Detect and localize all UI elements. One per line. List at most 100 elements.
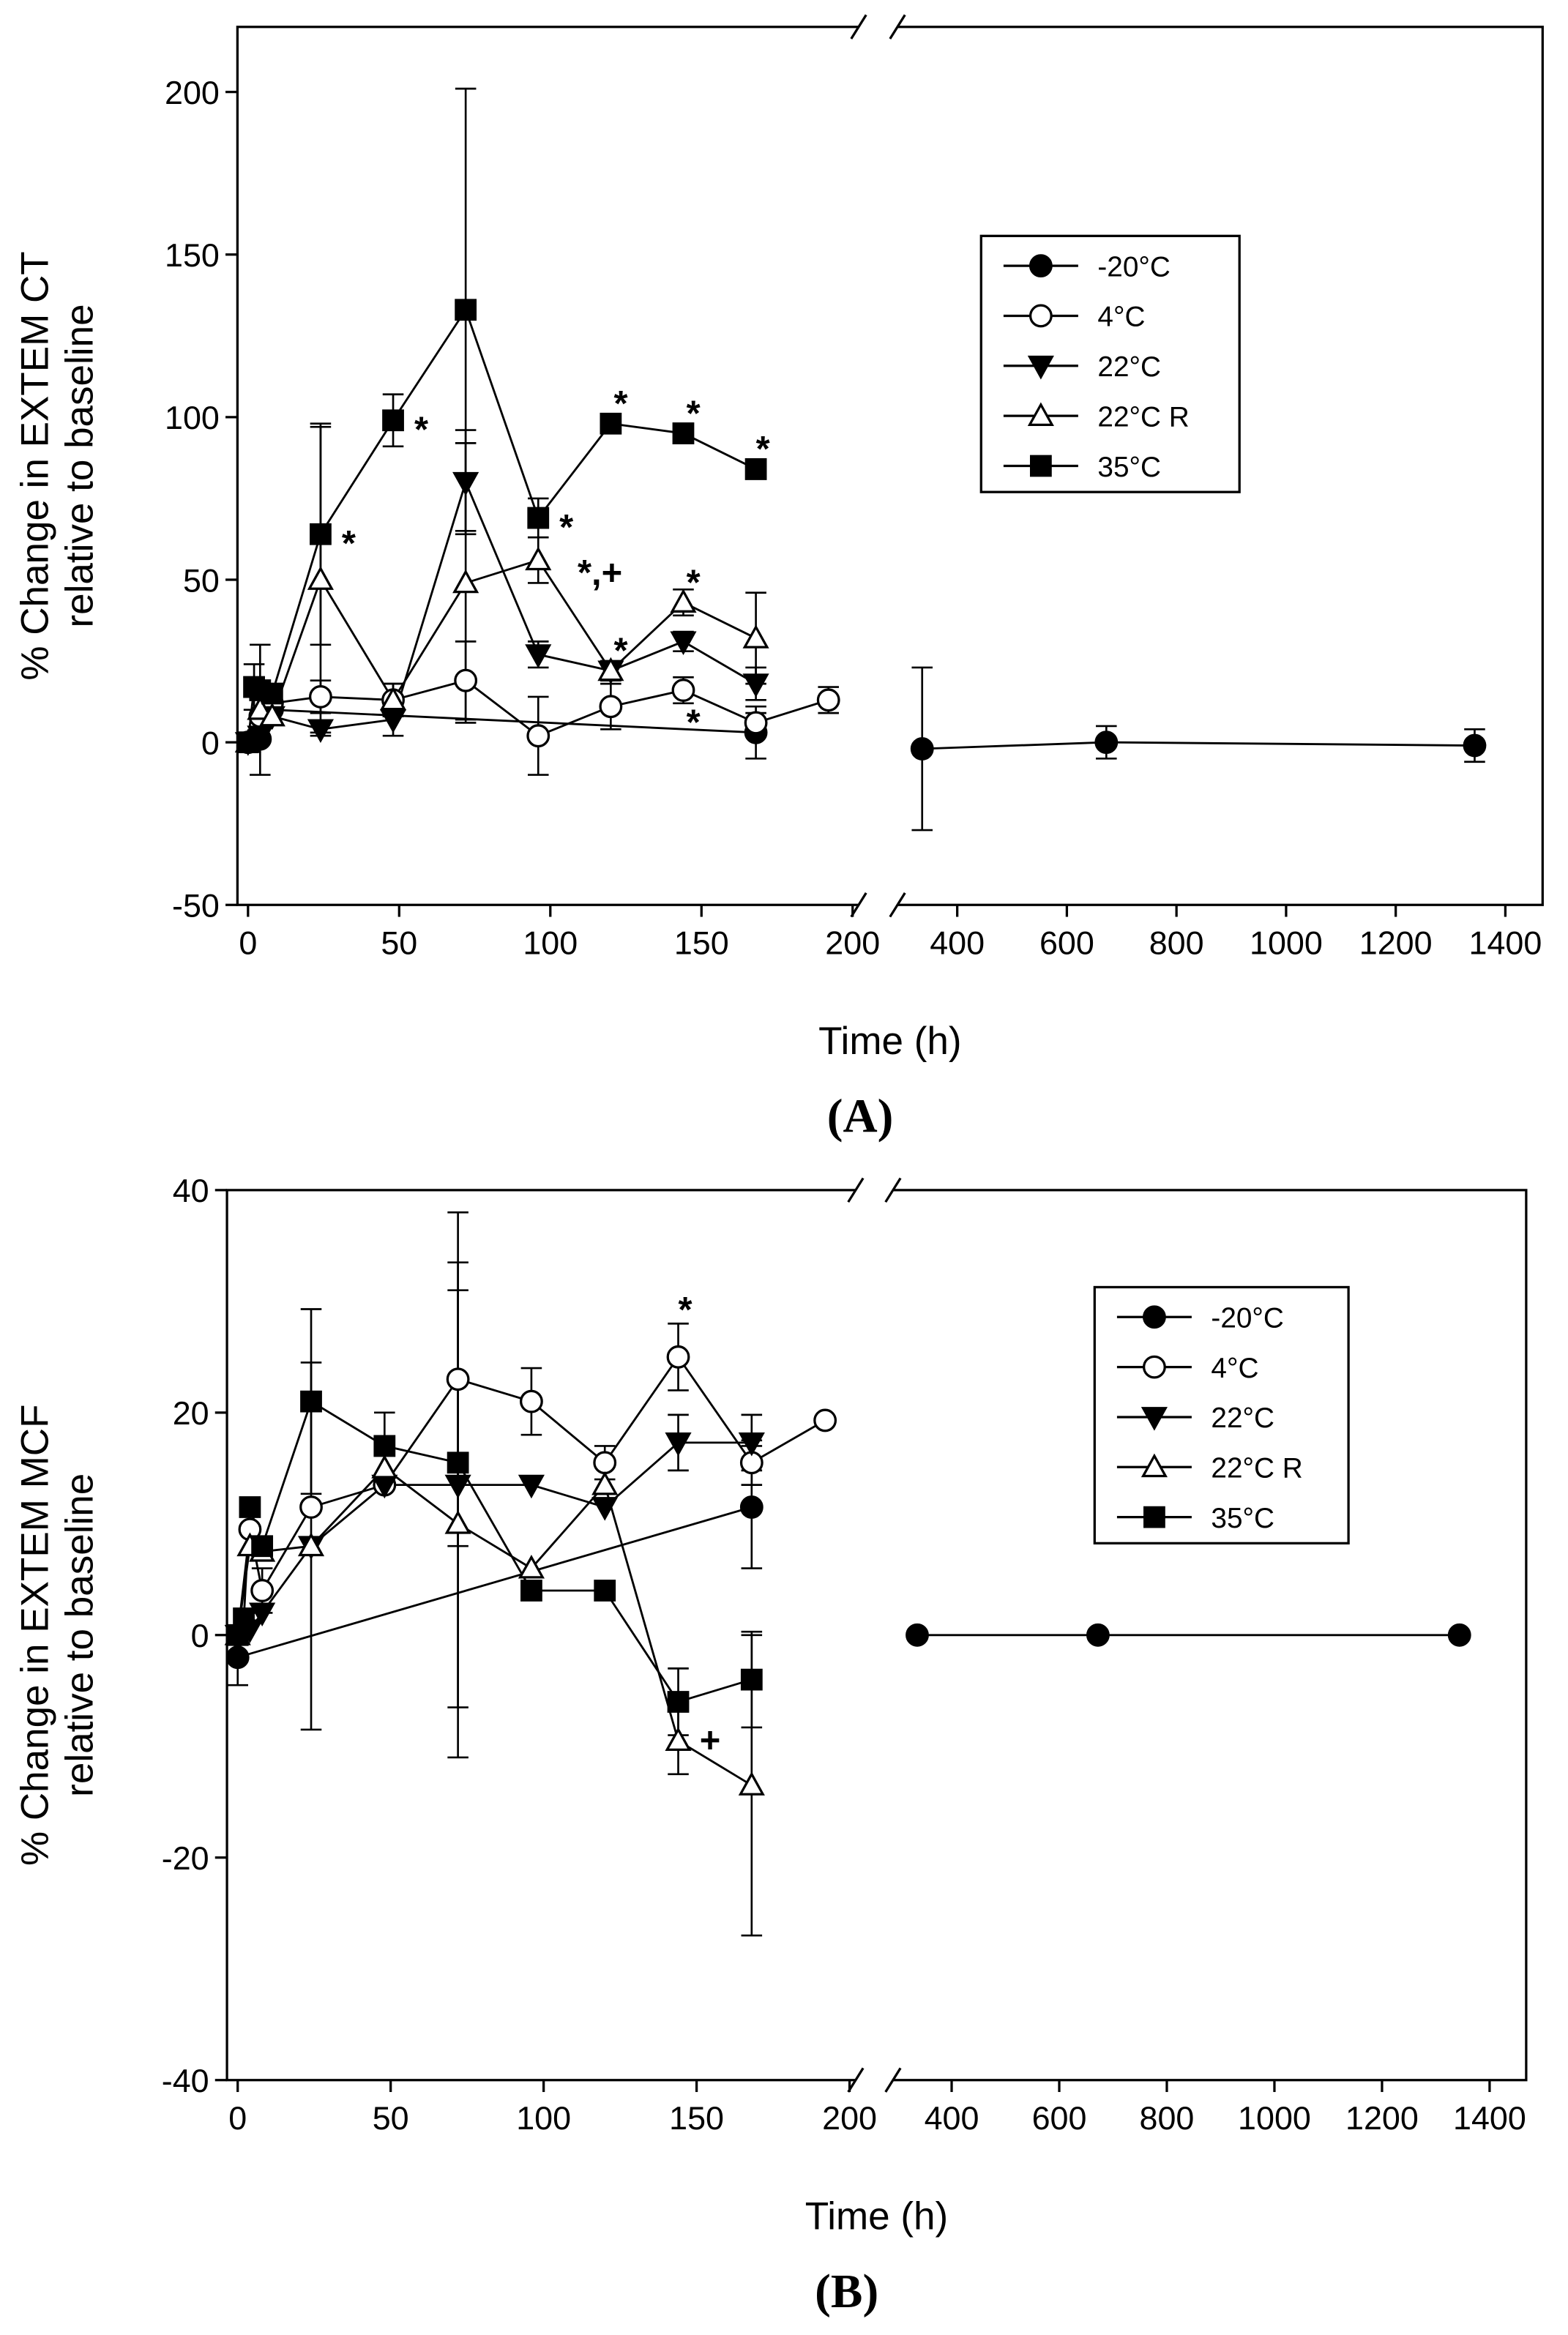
marker xyxy=(738,1771,765,1796)
legend-label: 22°C xyxy=(1211,1402,1274,1434)
marker xyxy=(518,1474,545,1499)
annotation: * xyxy=(614,632,628,671)
marker xyxy=(670,589,697,613)
x-tick-label: 1000 xyxy=(1250,924,1323,962)
legend-label: 35°C xyxy=(1097,452,1161,483)
y-tick-label: 40 xyxy=(173,1172,209,1209)
marker xyxy=(239,1496,261,1518)
annotation: * xyxy=(342,524,356,564)
marker xyxy=(307,719,335,743)
marker xyxy=(225,1645,250,1670)
marker xyxy=(444,1510,471,1534)
annotation: * xyxy=(756,430,770,469)
marker xyxy=(261,682,283,705)
marker xyxy=(1028,304,1053,328)
annotation: * xyxy=(687,394,701,433)
marker xyxy=(665,1727,692,1752)
marker xyxy=(382,409,404,432)
series-line xyxy=(237,1506,753,1659)
y-axis-title: relative to baseline xyxy=(58,304,101,627)
x-tick-label: 50 xyxy=(373,2099,409,2137)
series-line xyxy=(922,741,1475,750)
x-axis-title: Time (h) xyxy=(818,1020,961,1063)
marker xyxy=(520,1580,542,1602)
marker xyxy=(591,1497,619,1521)
marker xyxy=(670,631,697,656)
x-tick-label: 800 xyxy=(1149,924,1204,962)
x-tick-label: 400 xyxy=(925,2099,979,2137)
axis-break xyxy=(850,14,867,40)
axis-frame xyxy=(236,26,1544,906)
marker xyxy=(906,1623,929,1647)
marker xyxy=(600,412,622,435)
marker xyxy=(671,679,695,702)
marker xyxy=(1027,402,1054,427)
x-tick-label: 400 xyxy=(930,924,985,962)
marker xyxy=(816,688,840,712)
panel-label: (A) xyxy=(827,1090,894,1143)
marker xyxy=(1143,1305,1166,1329)
marker xyxy=(249,1602,276,1627)
marker xyxy=(739,1495,764,1519)
marker xyxy=(455,299,477,321)
marker xyxy=(307,566,335,590)
marker xyxy=(518,1554,545,1579)
x-tick-label: 0 xyxy=(239,924,257,962)
x-tick-label: 600 xyxy=(1039,924,1094,962)
marker xyxy=(1029,455,1052,477)
y-tick-label: -40 xyxy=(162,2062,209,2099)
marker xyxy=(520,1389,543,1413)
marker xyxy=(1447,1623,1471,1647)
annotation: * xyxy=(414,411,428,450)
marker xyxy=(447,1452,469,1474)
marker xyxy=(525,546,552,571)
marker xyxy=(250,1579,275,1602)
marker xyxy=(665,1432,692,1457)
marker xyxy=(373,1435,396,1457)
y-tick-label: 200 xyxy=(165,74,220,111)
annotation: * xyxy=(687,563,701,602)
marker xyxy=(452,471,479,496)
marker xyxy=(309,684,332,709)
legend-label: -20°C xyxy=(1097,251,1171,283)
panel-label: (B) xyxy=(815,2265,878,2318)
annotation: *,+ xyxy=(578,553,622,593)
marker xyxy=(1028,254,1053,278)
marker xyxy=(813,1408,837,1432)
y-tick-label: 100 xyxy=(165,399,220,436)
marker xyxy=(744,711,768,735)
y-axis-title: relative to baseline xyxy=(58,1473,101,1797)
x-tick-label: 150 xyxy=(674,924,729,962)
y-tick-label: 20 xyxy=(173,1394,209,1432)
marker xyxy=(300,1390,322,1413)
x-tick-label: 200 xyxy=(822,2099,877,2137)
x-tick-label: 1200 xyxy=(1345,2099,1419,2137)
legend-box xyxy=(1093,1285,1350,1544)
marker xyxy=(1140,1453,1168,1478)
annotation: + xyxy=(700,1721,721,1760)
marker xyxy=(742,624,769,649)
marker xyxy=(247,696,274,720)
legend-label: 4°C xyxy=(1097,302,1145,333)
legend-label: 22°C R xyxy=(1211,1453,1302,1484)
axis-break xyxy=(884,1177,902,1203)
x-tick-label: 1200 xyxy=(1359,924,1433,962)
marker xyxy=(667,1691,690,1713)
legend-label: 35°C xyxy=(1211,1503,1274,1534)
marker xyxy=(1140,1407,1168,1431)
x-tick-label: 200 xyxy=(825,924,880,962)
marker xyxy=(742,673,769,698)
marker xyxy=(1143,1355,1166,1379)
legend-label: 22°C R xyxy=(1097,401,1189,433)
x-axis-title: Time (h) xyxy=(805,2195,948,2238)
x-tick-label: 1400 xyxy=(1453,2099,1526,2137)
legend-label: -20°C xyxy=(1211,1303,1284,1334)
marker xyxy=(444,1474,471,1499)
marker xyxy=(594,1580,616,1602)
marker xyxy=(527,507,550,529)
x-tick-label: 100 xyxy=(516,2099,571,2137)
y-tick-label: 0 xyxy=(191,1617,209,1654)
marker xyxy=(236,731,259,753)
annotation: * xyxy=(559,508,573,548)
